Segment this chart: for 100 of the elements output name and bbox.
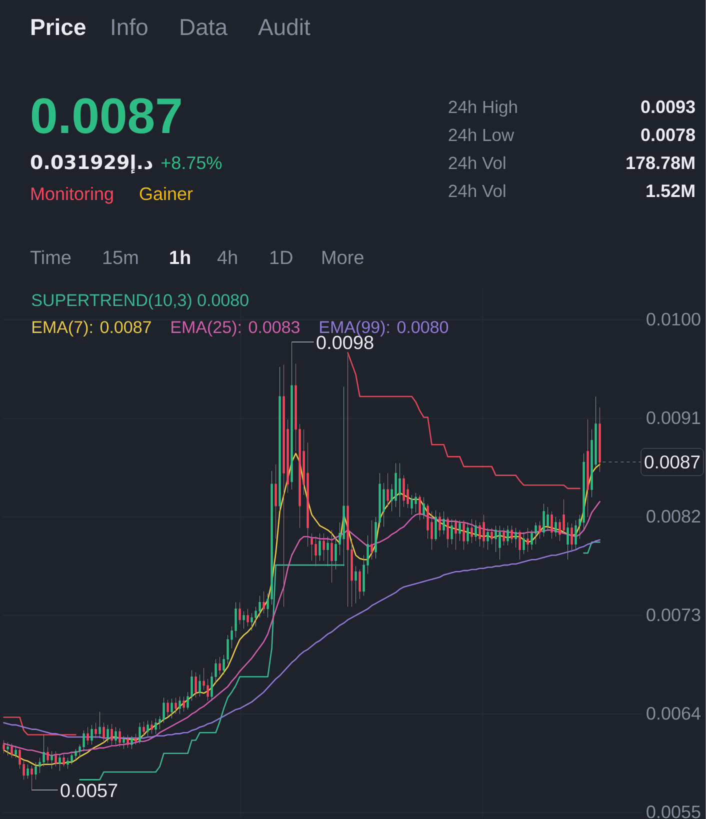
text: 0.0087 bbox=[644, 455, 700, 469]
candlestick bbox=[474, 520, 477, 542]
candlestick bbox=[342, 386, 345, 566]
candlestick bbox=[418, 494, 421, 520]
y-tick-label: 0.0100 bbox=[646, 312, 700, 326]
text: Price bbox=[32, 18, 86, 36]
text: Info bbox=[112, 18, 148, 36]
candlestick bbox=[178, 696, 181, 714]
text: EMA(99): 0.0080 bbox=[320, 320, 448, 336]
text: SUPERTREND(10,3) 0.0080 bbox=[32, 294, 248, 310]
text: 1D bbox=[270, 250, 292, 264]
text: 24h Vol bbox=[448, 184, 506, 198]
candlestick bbox=[262, 591, 265, 614]
candlestick bbox=[166, 699, 169, 716]
text: EMA(7): 0.0087 bbox=[32, 320, 152, 336]
candlestick bbox=[514, 528, 517, 548]
candlestick bbox=[106, 724, 109, 743]
candlestick bbox=[398, 462, 401, 518]
candlestick bbox=[58, 754, 61, 772]
candlestick bbox=[154, 718, 157, 734]
candlestick bbox=[34, 762, 37, 780]
candlestick bbox=[274, 464, 277, 540]
candlestick bbox=[182, 696, 185, 712]
chart-title: 0.0087 bbox=[32, 98, 181, 134]
candlestick bbox=[370, 520, 373, 560]
candlestick bbox=[94, 722, 97, 738]
candlestick bbox=[522, 532, 525, 554]
annotation: 0.0098 bbox=[316, 336, 374, 350]
text: 1.52M bbox=[646, 184, 694, 198]
text: Gainer bbox=[140, 186, 193, 200]
text: 4h bbox=[218, 250, 237, 264]
candlestick bbox=[346, 354, 349, 607]
candlestick bbox=[506, 525, 509, 546]
candlestick bbox=[354, 566, 357, 604]
candlestick bbox=[554, 516, 557, 537]
candlestick bbox=[318, 533, 321, 561]
text: Data bbox=[180, 19, 228, 36]
candlestick bbox=[386, 472, 389, 508]
text: More bbox=[322, 250, 364, 264]
candlestick bbox=[10, 743, 13, 758]
text: 24h Vol bbox=[448, 156, 506, 170]
chart-subtitle: 0.031929إ.د bbox=[31, 154, 152, 174]
candlestick bbox=[470, 518, 473, 544]
candlestick bbox=[442, 511, 445, 535]
text: Monitoring bbox=[32, 186, 113, 204]
candlestick bbox=[90, 724, 93, 745]
y-tick-label: 0.0082 bbox=[646, 510, 700, 523]
candlestick bbox=[110, 724, 113, 745]
candlestick bbox=[414, 492, 417, 513]
candlestick bbox=[462, 520, 465, 550]
text: 24h High bbox=[448, 100, 517, 117]
text: Time bbox=[30, 250, 71, 264]
y-tick-label: 0.0064 bbox=[646, 707, 701, 720]
candlestick bbox=[518, 530, 521, 560]
y-tick-label: 0.0091 bbox=[646, 411, 700, 424]
candlestick bbox=[142, 721, 145, 736]
candlestick bbox=[194, 672, 197, 698]
candlestick bbox=[542, 503, 545, 537]
candlestick bbox=[118, 728, 121, 748]
candlestick bbox=[526, 528, 529, 552]
y-tick-label: 0.0073 bbox=[646, 608, 700, 622]
candlestick bbox=[498, 525, 501, 560]
candlestick bbox=[62, 753, 65, 767]
candlestick bbox=[26, 764, 29, 779]
candlestick bbox=[490, 528, 493, 545]
candlestick bbox=[458, 520, 461, 542]
candlestick bbox=[30, 765, 33, 791]
candlestick bbox=[74, 748, 77, 760]
candlestick bbox=[358, 569, 361, 600]
candlestick bbox=[450, 518, 453, 545]
candlestick bbox=[422, 496, 425, 520]
candlestick bbox=[570, 523, 573, 552]
candlestick bbox=[170, 698, 173, 719]
candlestick bbox=[282, 364, 285, 607]
candlestick bbox=[6, 742, 9, 756]
candlestick bbox=[134, 733, 137, 745]
candlestick bbox=[246, 608, 249, 627]
text: Audit bbox=[258, 18, 310, 36]
text: 1h bbox=[170, 250, 190, 264]
candlestick bbox=[54, 750, 57, 767]
candlestick bbox=[598, 407, 601, 472]
text: 178.78M bbox=[626, 156, 694, 170]
candlestick bbox=[14, 745, 17, 758]
candlestick bbox=[146, 720, 149, 736]
candlestick bbox=[410, 494, 413, 515]
candlestick bbox=[70, 753, 73, 765]
candlestick bbox=[446, 516, 449, 548]
candlestick bbox=[502, 528, 505, 546]
text: +8.75% bbox=[162, 156, 222, 170]
candlestick bbox=[566, 522, 569, 560]
candlestick bbox=[322, 533, 325, 561]
candlestick bbox=[174, 697, 177, 714]
candlestick bbox=[114, 726, 117, 745]
candlestick bbox=[482, 514, 485, 548]
candlestick bbox=[242, 610, 245, 629]
y-tick-label: 0.0055 bbox=[646, 806, 700, 818]
candlestick bbox=[150, 720, 153, 734]
candlestick bbox=[66, 758, 69, 769]
candlestick bbox=[238, 602, 241, 624]
text: 24h Low bbox=[448, 128, 514, 142]
